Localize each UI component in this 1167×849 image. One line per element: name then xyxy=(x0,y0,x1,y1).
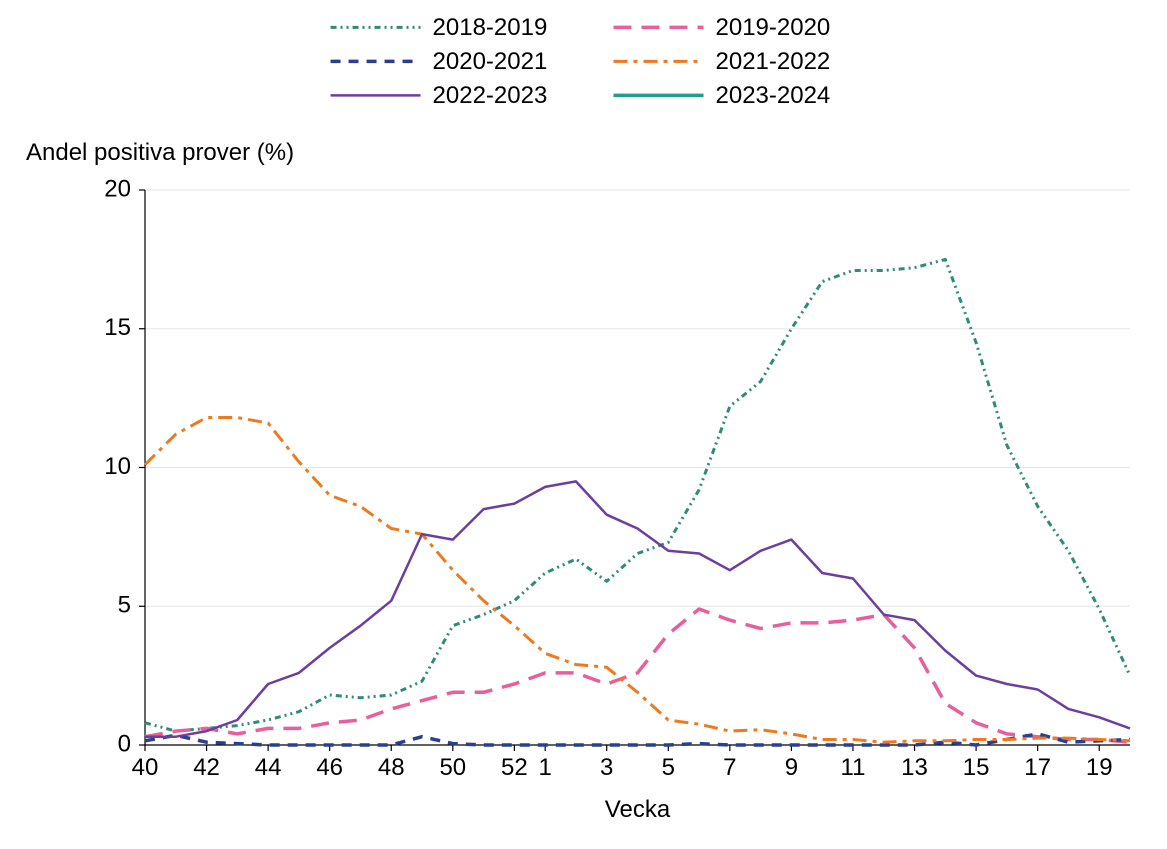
x-tick-label: 15 xyxy=(963,754,990,781)
x-tick-label: 44 xyxy=(255,754,282,781)
x-tick-label: 9 xyxy=(785,754,798,781)
x-tick-label: 1 xyxy=(538,754,551,781)
x-tick-label: 11 xyxy=(841,754,866,781)
x-tick-label: 40 xyxy=(132,754,159,781)
x-tick-label: 7 xyxy=(723,754,736,781)
x-tick-label: 5 xyxy=(662,754,675,781)
y-tick-label: 20 xyxy=(104,175,131,202)
y-tick-label: 0 xyxy=(118,730,131,757)
x-tick-label: 42 xyxy=(193,754,220,781)
x-tick-label: 19 xyxy=(1086,754,1113,781)
legend-label: 2019-2020 xyxy=(716,14,831,41)
chart-container: 0510152040424446485052135791113151719Vec… xyxy=(0,0,1167,849)
line-chart: 0510152040424446485052135791113151719Vec… xyxy=(0,0,1167,849)
legend-label: 2018-2019 xyxy=(433,14,548,41)
x-tick-label: 17 xyxy=(1024,754,1051,781)
x-axis-title: Vecka xyxy=(605,796,671,823)
y-tick-label: 5 xyxy=(118,592,131,619)
x-tick-label: 13 xyxy=(901,754,928,781)
x-tick-label: 3 xyxy=(600,754,613,781)
x-tick-label: 46 xyxy=(316,754,343,781)
legend-label: 2023-2024 xyxy=(716,82,831,109)
legend-label: 2022-2023 xyxy=(433,82,548,109)
legend-label: 2020-2021 xyxy=(433,48,548,75)
y-axis-title: Andel positiva prover (%) xyxy=(26,139,294,166)
x-tick-label: 52 xyxy=(501,754,528,781)
x-tick-label: 50 xyxy=(439,754,466,781)
y-tick-label: 15 xyxy=(104,314,131,341)
legend-label: 2021-2022 xyxy=(716,48,831,75)
x-tick-label: 48 xyxy=(378,754,405,781)
y-tick-label: 10 xyxy=(104,453,131,480)
